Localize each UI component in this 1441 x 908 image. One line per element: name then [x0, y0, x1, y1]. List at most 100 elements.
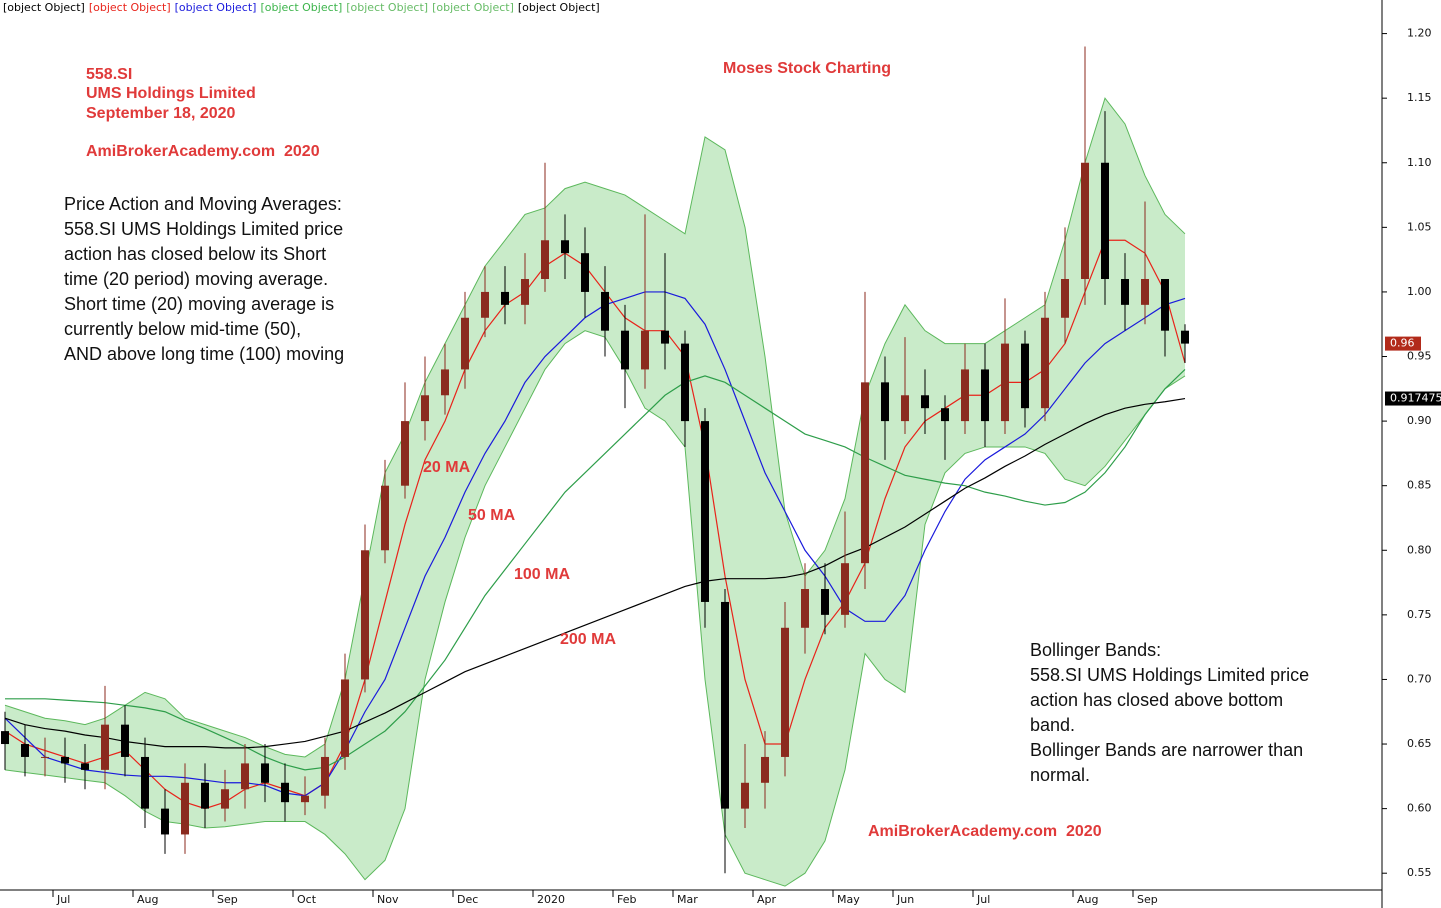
candle-body	[61, 756, 69, 764]
note-left-line: Price Action and Moving Averages:	[64, 194, 342, 214]
candle-body	[301, 795, 309, 803]
candle-body	[361, 550, 369, 680]
candle-body	[1001, 343, 1009, 422]
candle-body	[521, 279, 529, 305]
candle-body	[841, 563, 849, 615]
bollinger-top	[4, 97, 1186, 758]
candle-body	[181, 782, 189, 835]
ma-label: 20 MA	[423, 459, 471, 476]
note-right-line: 558.SI UMS Holdings Limited price	[1030, 665, 1309, 685]
candle-body	[881, 382, 889, 422]
x-tick-label: Jun	[896, 893, 914, 906]
candle-body	[621, 330, 629, 370]
note-left-line: time (20 period) moving average.	[64, 269, 328, 289]
x-tick-label: Sep	[217, 893, 238, 906]
header-item: [object Object]	[3, 1, 85, 14]
y-tick-label: 0.95	[1407, 350, 1432, 363]
candle-body	[641, 330, 649, 370]
bollinger-band-area	[5, 98, 1185, 887]
date-label: September 18, 2020	[86, 105, 236, 122]
site-label: AmiBrokerAcademy.com 2020	[868, 823, 1102, 840]
candle-body	[1081, 162, 1089, 280]
candle-body	[801, 589, 809, 628]
candle-body	[861, 382, 869, 564]
x-tick-label: Feb	[617, 893, 636, 906]
candle-body	[161, 808, 169, 835]
candle-body	[981, 369, 989, 422]
candle-body	[1101, 162, 1109, 280]
candle-body	[241, 763, 249, 790]
note-left-line: Short time (20) moving average is	[64, 294, 334, 314]
header-item: [object Object]	[89, 1, 171, 14]
y-tick-label: 0.70	[1407, 672, 1432, 685]
candle-body	[341, 679, 349, 757]
candle-body	[321, 756, 329, 796]
x-tick-label: Jul	[56, 893, 70, 906]
candle-body	[941, 408, 949, 422]
candle-body	[441, 369, 449, 396]
candle-body	[1061, 279, 1069, 318]
y-tick-label: 1.20	[1407, 27, 1432, 40]
note-right-line: Bollinger Bands are narrower than	[1030, 740, 1303, 760]
candle-body	[581, 253, 589, 292]
x-tick-label: Mar	[677, 893, 698, 906]
header-item: [object Object]	[518, 1, 600, 14]
chart-header: [object Object] [object Object] [object Ob…	[3, 1, 600, 14]
y-tick-label: 0.80	[1407, 543, 1432, 556]
candle-body	[401, 421, 409, 486]
moving-average	[4, 397, 1186, 749]
candle-body	[821, 589, 829, 615]
x-tick-label: Nov	[377, 893, 399, 906]
candle-body	[1121, 279, 1129, 305]
last-close-tag-box	[1385, 336, 1421, 351]
annotations: 558.SI UMS Holdings Limited September 18…	[64, 60, 1309, 840]
candle-body	[101, 724, 109, 770]
x-tick-label: Oct	[297, 893, 317, 906]
ma-label: 50 MA	[468, 507, 516, 524]
moving-average	[5, 369, 1186, 771]
candle-body	[1041, 317, 1049, 409]
note-left-line: AND above long time (100) moving	[64, 344, 344, 364]
note-left-line: currently below mid-time (50),	[64, 319, 301, 339]
candle-body	[481, 291, 489, 318]
candle-body	[1, 731, 9, 745]
candle-body	[221, 789, 229, 809]
candle-body	[1181, 330, 1189, 344]
x-tick-label: Jul	[976, 893, 990, 906]
candle-body	[661, 330, 669, 344]
symbol-label: 558.SI	[86, 66, 132, 83]
y-tick-label: 0.85	[1407, 479, 1432, 492]
candle-body	[681, 343, 689, 422]
x-tick-label: Dec	[457, 893, 478, 906]
bollinger-bottom	[4, 330, 1186, 887]
ma200-tag-box	[1385, 391, 1441, 406]
ma200-tag: 0.917475	[1390, 392, 1441, 405]
y-tick-label: 1.05	[1407, 220, 1432, 233]
candle-body	[901, 395, 909, 422]
candle-body	[501, 291, 509, 305]
candle-body	[421, 395, 429, 422]
note-right-line: band.	[1030, 715, 1075, 735]
candle-body	[541, 240, 549, 280]
company-label: UMS Holdings Limited	[86, 85, 256, 102]
candle-body	[461, 317, 469, 370]
candle-body	[201, 782, 209, 809]
candle-body	[1021, 343, 1029, 409]
x-tick-label: Sep	[1137, 893, 1158, 906]
candle-body	[961, 369, 969, 422]
candle-body	[601, 291, 609, 331]
y-tick-label: 1.10	[1407, 156, 1432, 169]
candle-body	[381, 485, 389, 551]
candle-body	[561, 240, 569, 254]
candle-body	[41, 756, 49, 758]
y-tick-label: 0.55	[1407, 866, 1432, 879]
site-label: AmiBrokerAcademy.com 2020	[86, 143, 320, 160]
candle-body	[1141, 279, 1149, 305]
note-right-line: action has closed above bottom	[1030, 690, 1283, 710]
ma-label: 200 MA	[560, 631, 616, 648]
y-tick-label: 1.00	[1407, 285, 1432, 298]
x-tick-label: Apr	[757, 893, 777, 906]
candle-body	[761, 756, 769, 783]
x-tick-label: Aug	[137, 893, 158, 906]
